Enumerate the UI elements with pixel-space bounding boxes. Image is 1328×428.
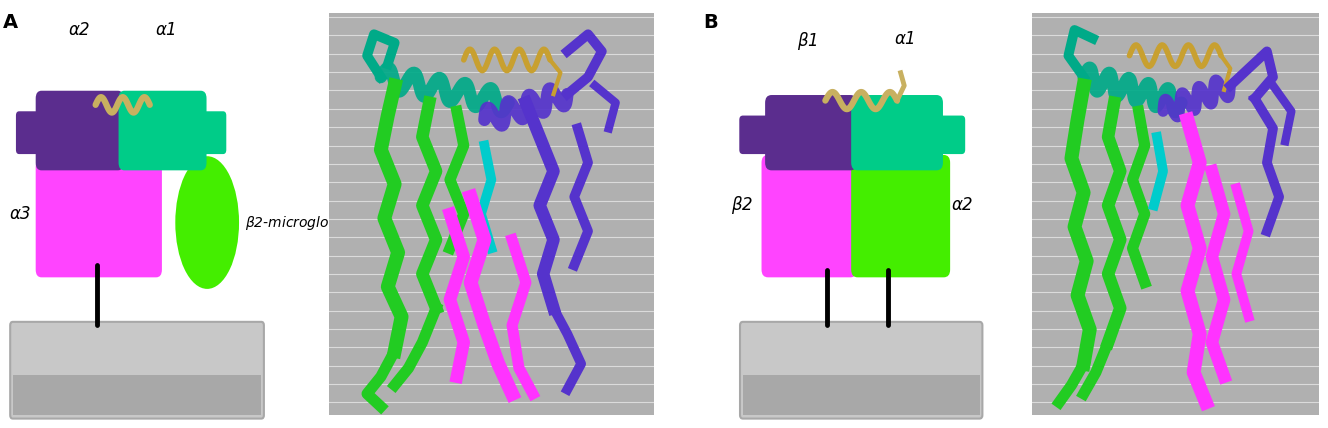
FancyBboxPatch shape — [16, 111, 50, 154]
FancyBboxPatch shape — [765, 95, 857, 170]
FancyBboxPatch shape — [191, 111, 226, 154]
Text: $\alpha$1: $\alpha$1 — [155, 21, 177, 39]
Text: $\alpha$3: $\alpha$3 — [9, 205, 32, 223]
FancyBboxPatch shape — [926, 116, 965, 154]
Ellipse shape — [175, 156, 239, 289]
Text: A: A — [3, 13, 19, 32]
FancyBboxPatch shape — [740, 322, 983, 419]
Text: $\alpha$2: $\alpha$2 — [69, 21, 90, 39]
FancyBboxPatch shape — [118, 91, 207, 170]
FancyBboxPatch shape — [851, 155, 950, 277]
Text: $\alpha$1: $\alpha$1 — [894, 30, 915, 48]
FancyBboxPatch shape — [36, 159, 162, 277]
FancyBboxPatch shape — [740, 116, 782, 154]
FancyBboxPatch shape — [761, 155, 857, 277]
Text: $\beta$2: $\beta$2 — [732, 194, 754, 217]
Text: B: B — [704, 13, 718, 32]
FancyBboxPatch shape — [11, 322, 264, 419]
Bar — [13, 375, 262, 415]
Bar — [742, 375, 980, 415]
Text: $\beta$2-microglobuline: $\beta$2-microglobuline — [246, 214, 372, 232]
Text: $\beta$1: $\beta$1 — [797, 30, 818, 52]
FancyBboxPatch shape — [36, 91, 124, 170]
Text: $\alpha$2: $\alpha$2 — [951, 196, 973, 214]
FancyBboxPatch shape — [851, 95, 943, 170]
